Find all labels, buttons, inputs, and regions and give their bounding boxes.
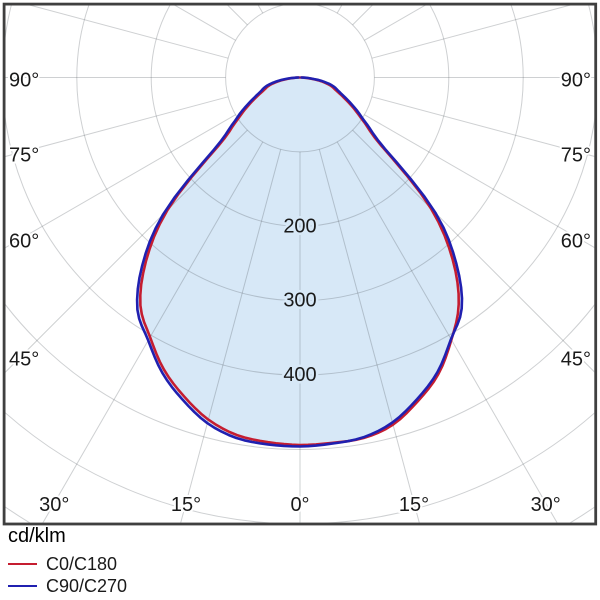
grid-spoke-45 xyxy=(352,129,595,373)
legend: cd/klm C0/C180 C90/C270 xyxy=(8,526,127,597)
grid-spoke-315 xyxy=(5,129,248,373)
angle-label-left-75: 75° xyxy=(9,144,39,166)
angle-labels: 90° 75° 60° 45° 30° 15° 0° 15° 30° 45° 60° 75° 90° xyxy=(7,68,593,519)
grid-spoke-30 xyxy=(336,141,558,523)
legend-title: cd/klm xyxy=(8,525,66,547)
angle-label-right-60: 60° xyxy=(561,231,591,253)
grid-ring-400 xyxy=(5,5,595,376)
grid-spoke-345 xyxy=(180,149,282,523)
grid-ring-500 xyxy=(5,303,595,450)
value-labels: 200 300 400 xyxy=(281,213,319,389)
legend-label-c90-c270: C90/C270 xyxy=(46,576,128,596)
angle-label-0: 0° xyxy=(290,494,309,516)
c90-c270-line-swatch xyxy=(8,585,37,587)
grid-ring-100 xyxy=(225,5,375,153)
chart-frame-border xyxy=(2,2,598,526)
angle-label-right-75: 75° xyxy=(561,144,591,166)
grid-spoke-15 xyxy=(318,149,420,523)
grid-spoke-75 xyxy=(371,96,595,157)
grid-ring-300 xyxy=(76,5,524,302)
angle-label-right-90: 90° xyxy=(561,70,591,92)
angle-label-left-30: 30° xyxy=(39,494,69,516)
grid-spoke-300 xyxy=(5,114,236,249)
angle-label-right-30: 30° xyxy=(531,494,561,516)
curve-c90-c270 xyxy=(135,76,464,448)
value-label-400: 400 xyxy=(283,364,316,386)
legend-entry-c90-c270: C90/C270 xyxy=(8,575,127,597)
grid-spoke-60 xyxy=(364,114,595,249)
grid-ring-200 xyxy=(150,5,450,227)
legend-entry-c0-c180: C0/C180 xyxy=(8,553,127,575)
c0-c180-line-swatch xyxy=(8,563,37,565)
value-label-200: 200 xyxy=(283,215,316,237)
angle-label-right-45: 45° xyxy=(561,349,591,371)
legend-label-c0-c180: C0/C180 xyxy=(46,554,118,574)
angle-label-left-15: 15° xyxy=(171,494,201,516)
value-label-300: 300 xyxy=(283,290,316,312)
grid-spoke-285 xyxy=(5,96,229,157)
grid-spoke-330 xyxy=(42,141,264,523)
grid-spoke-105 xyxy=(371,5,571,59)
angle-label-left-60: 60° xyxy=(9,231,39,253)
angle-label-left-45: 45° xyxy=(9,349,39,371)
beam-fill xyxy=(137,77,462,447)
angle-label-left-90: 90° xyxy=(9,70,39,92)
angle-label-right-15: 15° xyxy=(399,494,429,516)
grid-spoke-255 xyxy=(29,5,229,59)
